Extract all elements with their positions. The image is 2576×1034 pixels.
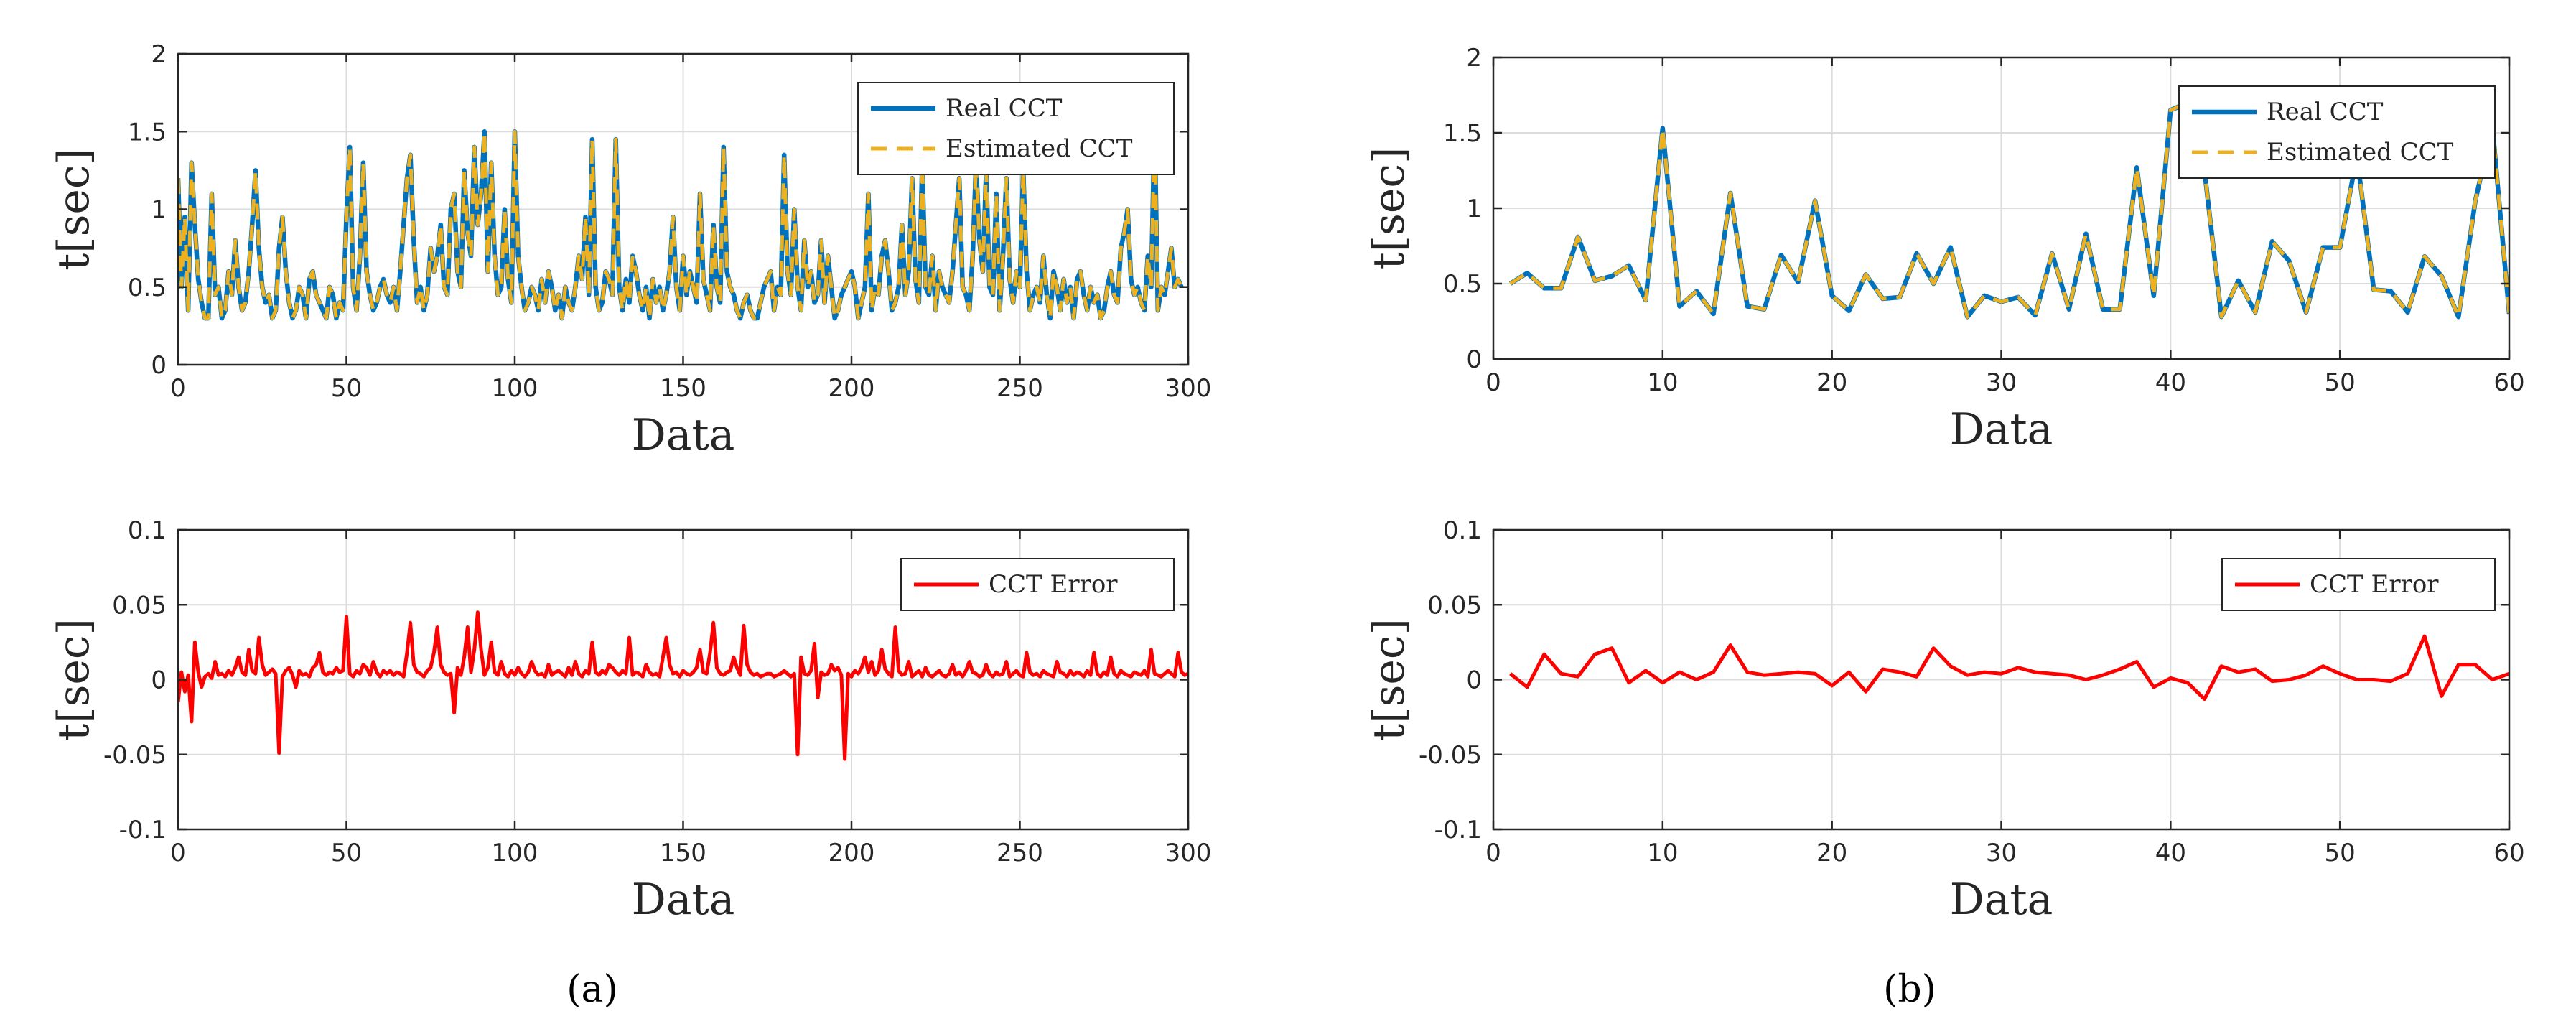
x-tick-label: 20: [1816, 368, 1847, 397]
y-tick-label: 0.1: [128, 516, 167, 545]
series-line-estimated-cct: [1509, 101, 2509, 319]
chart-b-top: 0 10 20 30 40 50 60 0 0.5 1 1.5 2 Data t[sec] Real CCT…: [1364, 44, 2525, 455]
y-tick-label: -0.1: [1434, 816, 1482, 844]
x-tick-label: 0: [170, 374, 186, 403]
y-tick-label: 2: [151, 40, 167, 69]
series-line-estimated-cct: [178, 121, 1183, 320]
x-tick-label: 60: [2493, 368, 2524, 397]
x-tick-label: 30: [1986, 368, 2017, 397]
x-tick-label: 50: [2325, 839, 2356, 867]
legend-box: [2178, 85, 2496, 179]
series-group: [1509, 634, 2509, 702]
caption-b: (b): [1883, 968, 1936, 1011]
y-tick-label: 0.05: [1427, 591, 1482, 620]
y-tick-label: -0.1: [119, 816, 167, 844]
x-tick-label: 150: [660, 374, 706, 403]
x-tick-label: 60: [2493, 839, 2524, 867]
x-tick-label: 300: [1165, 839, 1212, 867]
x-axis-label: Data: [632, 875, 735, 925]
x-tick-label: 250: [997, 839, 1043, 867]
chart-a-top: 0 50 100 150 200 250 300 0 0.5 1 1.5 2 Data t[sec] Rea…: [49, 40, 1211, 460]
y-axis-label: t[sec]: [49, 618, 99, 741]
y-tick-label: 0.5: [128, 274, 167, 302]
x-tick-label: 0: [1485, 368, 1501, 397]
y-tick-label: 0.05: [112, 591, 167, 620]
series-line-cct-error: [178, 610, 1188, 761]
y-tick-label: 0: [151, 351, 167, 380]
legend-label: Estimated CCT: [2267, 138, 2454, 167]
x-tick-label: 150: [660, 839, 706, 867]
x-tick-label: 100: [492, 374, 538, 403]
x-tick-label: 100: [492, 839, 538, 867]
legend: Real CCT Estimated CCT: [857, 82, 1175, 175]
x-tick-label: 50: [2325, 368, 2356, 397]
legend-label: CCT Error: [989, 570, 1118, 599]
series-group: [178, 121, 1184, 321]
x-tick-label: 200: [829, 839, 875, 867]
caption-a: (a): [566, 968, 618, 1011]
x-tick-label: 50: [331, 374, 362, 403]
series-line-cct-error: [1509, 634, 2509, 702]
x-tick-label: 10: [1647, 368, 1678, 397]
y-axis-label: t[sec]: [1364, 618, 1414, 741]
series-group: [1508, 100, 2509, 320]
x-tick-label: 50: [331, 839, 362, 867]
x-axis-label: Data: [1950, 404, 2053, 455]
y-tick-label: 0: [151, 666, 167, 695]
chart-a-bottom: 0 50 100 150 200 250 300 -0.1 -0.05 0 0.05 0.1 Data t…: [49, 516, 1211, 925]
y-tick-label: -0.05: [1419, 741, 1482, 770]
legend: CCT Error: [2221, 558, 2496, 611]
y-tick-label: 1.5: [128, 118, 167, 146]
legend-label: Real CCT: [2267, 98, 2384, 126]
x-tick-label: 20: [1816, 839, 1847, 867]
y-tick-label: 1: [1466, 195, 1482, 223]
panels: 0 50 100 150 200 250 30000.511.52Datat[sec]Rea…: [49, 40, 2525, 925]
x-tick-label: 40: [2155, 368, 2186, 397]
x-tick-label: 300: [1165, 374, 1212, 403]
y-tick-label: 1.5: [1443, 119, 1482, 148]
x-tick-label: 10: [1647, 839, 1678, 867]
x-tick-label: 40: [2155, 839, 2186, 867]
y-tick-label: 1: [151, 196, 167, 225]
x-axis-label: Data: [632, 410, 735, 460]
legend-box: [900, 558, 1175, 611]
x-tick-label: 0: [170, 839, 186, 867]
legend-box: [857, 82, 1175, 175]
y-axis-label: t[sec]: [49, 148, 99, 271]
x-axis-label: Data: [1950, 875, 2053, 925]
y-tick-label: -0.05: [103, 741, 167, 770]
y-tick-label: 2: [1466, 44, 1482, 73]
legend: CCT Error: [900, 558, 1175, 611]
y-tick-label: 0: [1466, 666, 1482, 695]
y-axis-label: t[sec]: [1364, 147, 1414, 270]
x-tick-label: 0: [1485, 839, 1501, 867]
legend-label: CCT Error: [2310, 570, 2439, 599]
legend-label: Estimated CCT: [946, 134, 1133, 163]
x-tick-label: 200: [829, 374, 875, 403]
y-tick-label: 0.5: [1443, 270, 1482, 299]
series-group: [178, 610, 1188, 761]
legend-label: Real CCT: [946, 94, 1063, 123]
y-tick-label: 0: [1466, 345, 1482, 374]
chart-b-bottom: 0 10 20 30 40 50 60 -0.1 -0.05 0 0.05 0.1 Data t[sec]…: [1364, 516, 2525, 925]
y-tick-label: 0.1: [1443, 516, 1482, 545]
x-tick-label: 30: [1986, 839, 2017, 867]
x-tick-label: 250: [997, 374, 1043, 403]
legend: Real CCT Estimated CCT: [2178, 85, 2496, 179]
